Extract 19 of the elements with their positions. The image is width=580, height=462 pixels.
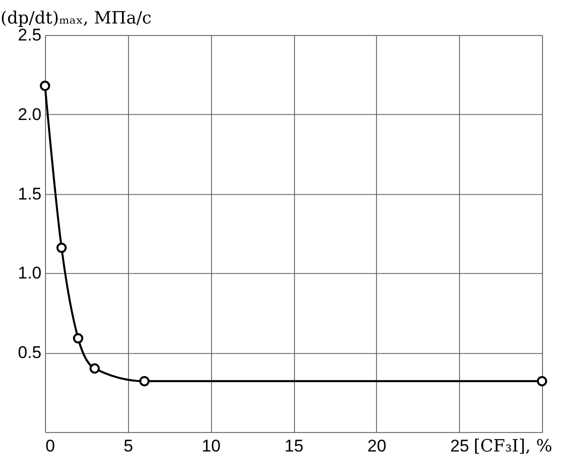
x-tick-label: 15 xyxy=(284,436,304,456)
x-tick-label: 5 xyxy=(124,436,134,456)
y-tick-label: 1.0 xyxy=(18,264,42,283)
x-axis-title: [CF₃I], % xyxy=(474,436,552,456)
y-tick-label: 1.5 xyxy=(18,184,42,204)
x-tick-label: 25 xyxy=(450,436,470,456)
y-axis-title: (dp/dt)ₘₐₓ, МПа/с xyxy=(0,8,152,28)
point xyxy=(90,363,100,374)
point xyxy=(139,376,150,386)
x-tick-label: 20 xyxy=(367,436,386,456)
point xyxy=(72,333,84,344)
x-tick-label: 0 xyxy=(46,436,55,456)
y-tick-label: 2.5 xyxy=(18,26,42,44)
point xyxy=(40,80,50,91)
point xyxy=(536,376,548,386)
y-tick-label: 0.5 xyxy=(18,343,42,362)
x-tick-label: 10 xyxy=(202,436,221,456)
point xyxy=(56,242,67,253)
y-tick-label: 2.0 xyxy=(18,104,42,124)
